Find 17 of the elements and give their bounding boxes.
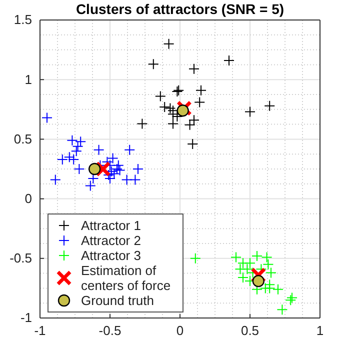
y-tick-label: 0.5 bbox=[14, 131, 32, 146]
y-tick-label: -1 bbox=[20, 310, 32, 326]
y-tick-label: 1.5 bbox=[14, 12, 32, 28]
chart-title: Clusters of attractors (SNR = 5) bbox=[76, 1, 284, 17]
legend-label: Attractor 2 bbox=[81, 233, 141, 248]
legend-label: Attractor 1 bbox=[81, 218, 141, 233]
y-tick-label: -0.5 bbox=[10, 250, 32, 266]
legend-label: Attractor 3 bbox=[81, 248, 141, 263]
x-tick-label: -0.5 bbox=[98, 323, 122, 338]
x-tick-label: -1 bbox=[34, 323, 46, 338]
y-tick-label: 1 bbox=[24, 72, 32, 87]
x-tick-label: 0 bbox=[176, 323, 184, 338]
x-tick-label: 1 bbox=[316, 323, 324, 338]
legend-label: Estimation of centers of force bbox=[81, 263, 171, 293]
y-tick-label: 0 bbox=[24, 190, 32, 206]
legend-label: Ground truth bbox=[81, 293, 154, 308]
x-tick-label: 0.5 bbox=[240, 323, 260, 338]
